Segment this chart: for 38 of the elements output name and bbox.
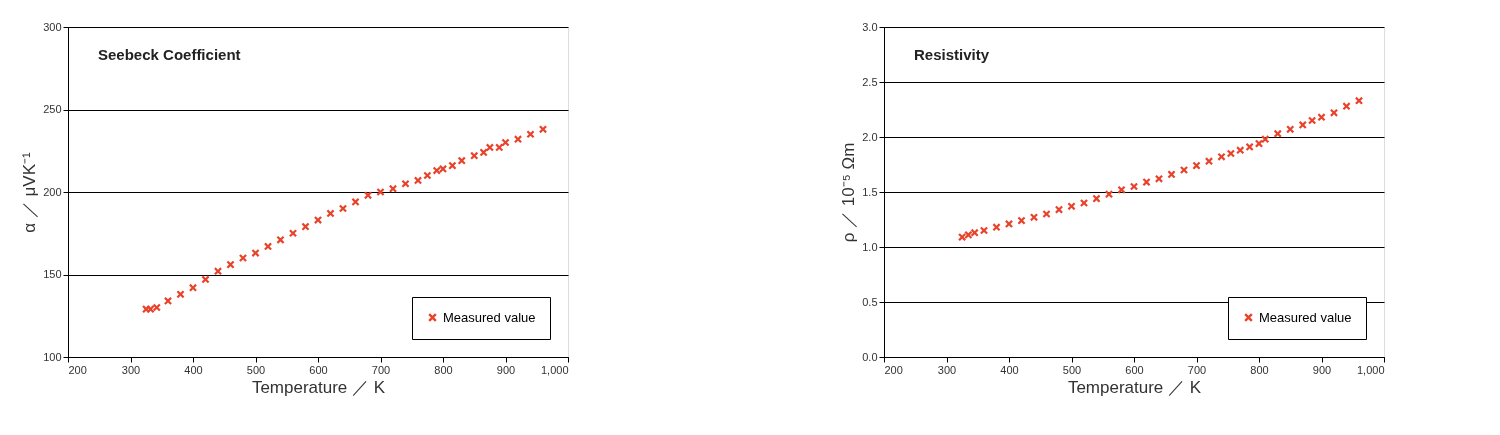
x-tick-label: 600 [1125,363,1144,376]
y-tick-label: 300 [43,20,62,33]
x-tick-label: 900 [496,363,516,376]
x-tick-label: 1,000 [1356,363,1385,376]
legend-label: Measured value [443,309,536,325]
x-tick-label: 200 [68,363,87,376]
legend-label: Measured value [1259,309,1352,325]
y-tick-label: 150 [43,268,62,280]
y-tick-label: 250 [43,103,62,115]
y-tick-label: 1.5 [862,185,878,198]
y-tick-label: 2.0 [862,130,878,143]
text: Seebeck Coefficient [98,46,241,63]
x-tick-label: 400 [1000,363,1019,376]
x-tick-label: 500 [1062,363,1082,376]
x-axis-title: Temperature ／ K [251,377,386,397]
x-tick-label: 500 [246,363,266,376]
x-axis-title: Temperature ／ K [1067,377,1202,397]
x-tick-label: 200 [884,363,903,376]
y-tick-label: 0.0 [862,350,878,363]
x-tick-label: 600 [309,363,328,376]
y-tick-label: 0.5 [862,295,878,308]
x-tick-label: 300 [937,363,957,376]
x-tick-label: 300 [121,363,141,376]
x-tick-label: 1,000 [540,363,569,376]
y-tick-label: 100 [43,350,62,363]
y-tick-label: 2.5 [862,75,878,88]
y-tick-label: 200 [43,185,62,198]
x-tick-label: 700 [1187,363,1207,376]
x-tick-label: 700 [371,363,391,376]
y-tick-label: 3.0 [862,20,878,33]
x-tick-label: 400 [184,363,203,376]
text: Resistivity [914,46,990,63]
x-tick-label: 900 [1312,363,1332,376]
y-tick-label: 1.0 [862,240,878,253]
y-axis-title: α ／ μVK⁻¹ [20,151,40,233]
x-tick-label: 800 [1250,363,1269,376]
y-axis-title: ρ ／ 10⁻⁵ Ωm [839,142,859,243]
x-tick-label: 800 [434,363,453,376]
